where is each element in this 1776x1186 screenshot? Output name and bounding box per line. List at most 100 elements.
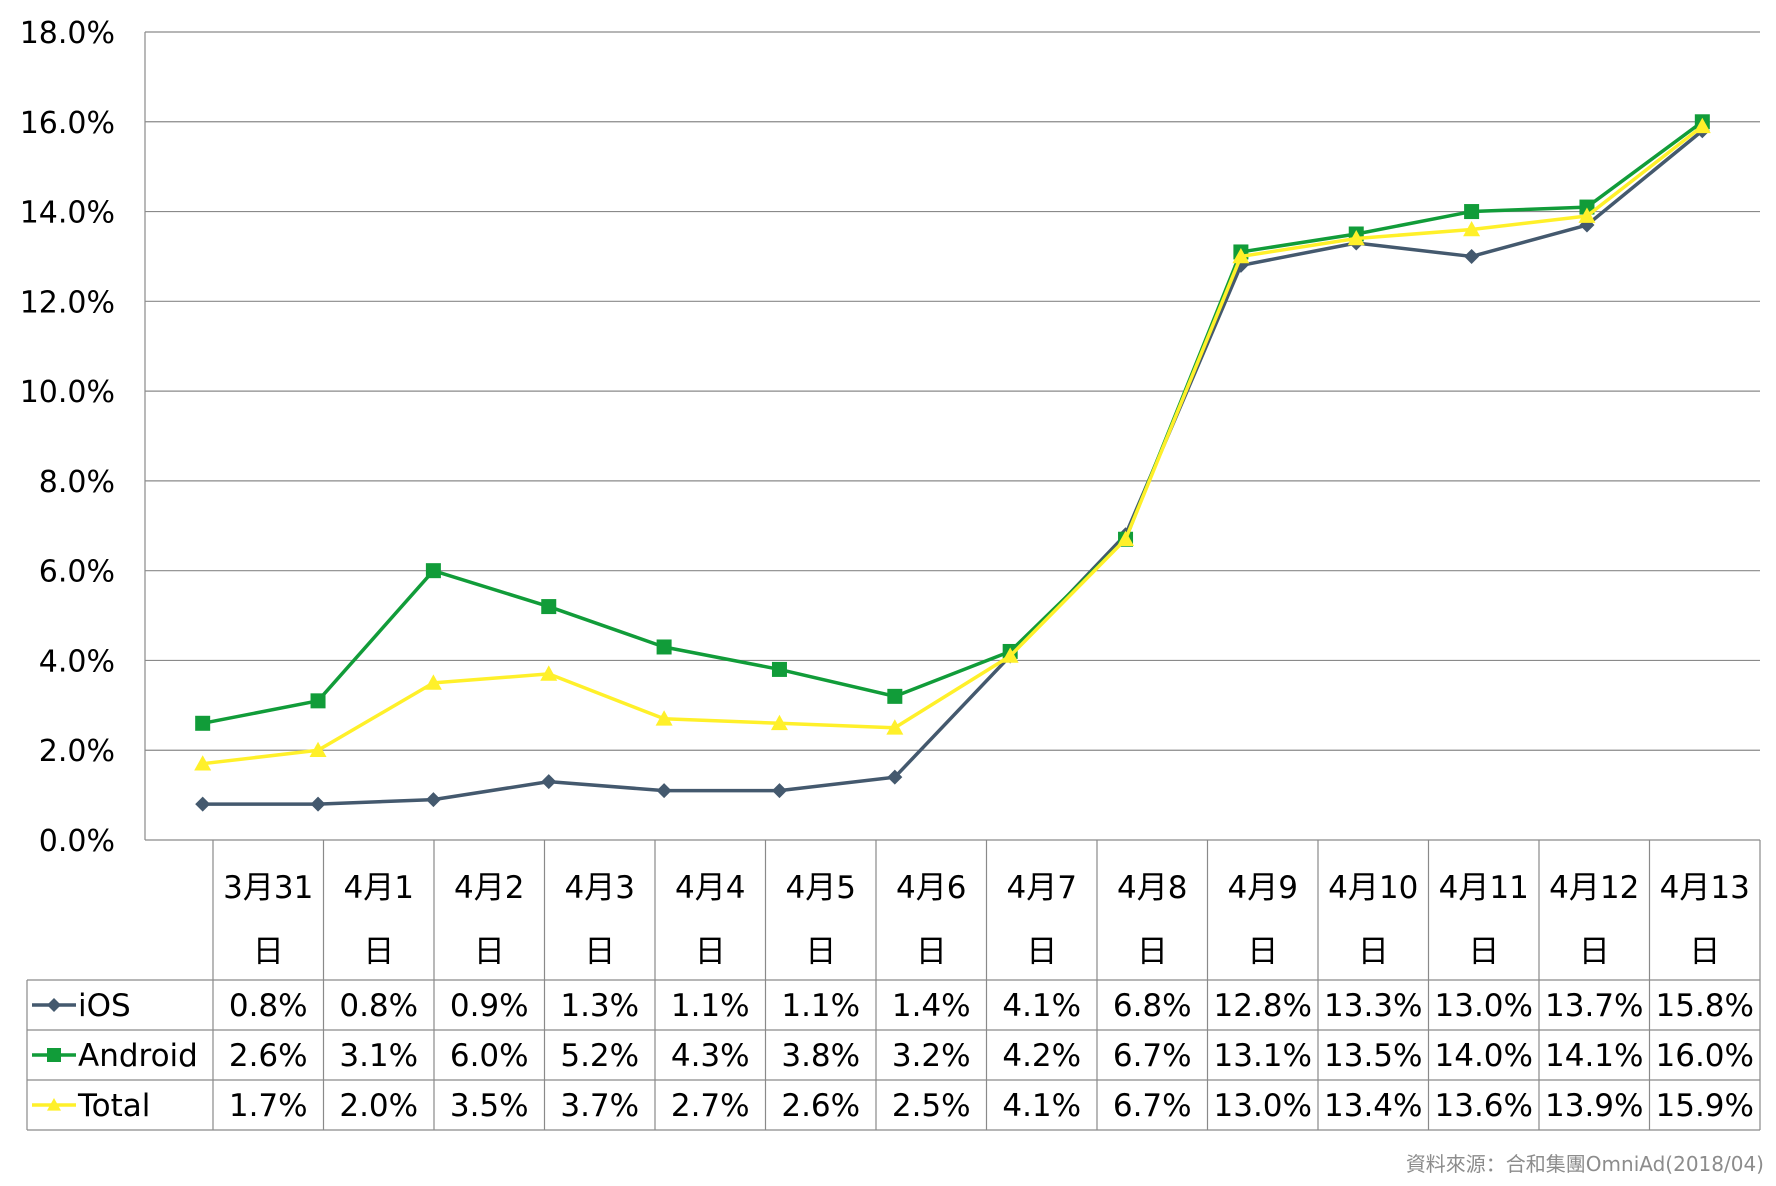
table-value-cell: 3.2% <box>892 1038 971 1074</box>
y-tick-label: 2.0% <box>39 734 115 769</box>
x-category-label: 4月10 <box>1328 870 1418 906</box>
data-table: 3月31 日 4月1 日 4月2 日 4月3 日 4月4 日 4月5 日 4月6 日 4月7 日 4月8 日 4月9… <box>26 840 1761 1131</box>
y-tick-label: 6.0% <box>39 555 115 590</box>
y-tick-label: 18.0% <box>20 16 115 51</box>
table-value-cell: 1.7% <box>229 1088 308 1124</box>
x-category-label: 4月11 <box>1439 870 1529 906</box>
legend-key-marker-android <box>47 1048 61 1062</box>
data-point-total <box>1578 207 1596 223</box>
y-tick-label: 14.0% <box>20 196 115 231</box>
table-value-cell: 1.1% <box>671 988 750 1024</box>
series-line-android <box>202 120 1704 726</box>
table-value-cell: 1.3% <box>560 988 639 1024</box>
y-tick-label: 8.0% <box>39 465 115 500</box>
x-category-label: 3月31 <box>223 870 313 906</box>
series-lines <box>194 114 1711 812</box>
data-point-ios <box>656 783 672 799</box>
data-point-android <box>1464 204 1480 220</box>
data-point-android <box>887 688 903 704</box>
x-category-label: 日 <box>1689 934 1720 970</box>
x-category-label: 4月2 <box>454 870 524 906</box>
data-point-android <box>310 693 326 709</box>
x-category-label: 日 <box>1468 934 1499 970</box>
table-value-cell: 16.0% <box>1656 1038 1754 1074</box>
y-tick-label: 12.0% <box>20 285 115 320</box>
x-category-label: 4月5 <box>786 870 856 906</box>
data-point-total <box>886 719 904 735</box>
table-value-cell: 0.8% <box>229 988 308 1024</box>
table-value-cell: 15.8% <box>1656 988 1754 1024</box>
table-value-cell: 13.9% <box>1545 1088 1643 1124</box>
table-value-cell: 6.7% <box>1113 1038 1192 1074</box>
x-category-label: 4月7 <box>1007 870 1077 906</box>
table-value-cell: 12.8% <box>1214 988 1312 1024</box>
data-point-android <box>656 639 672 655</box>
data-point-total <box>194 755 212 771</box>
table-value-cell: 2.6% <box>229 1038 308 1074</box>
x-category-label: 日 <box>1358 934 1389 970</box>
table-value-cell: 13.0% <box>1435 988 1533 1024</box>
data-point-total <box>1117 530 1135 547</box>
x-category-label: 日 <box>584 934 615 970</box>
data-point-android <box>425 563 441 579</box>
legend-series-name: Android <box>78 1038 198 1074</box>
data-point-total <box>655 710 673 726</box>
table-value-cell: 14.0% <box>1435 1038 1533 1074</box>
x-category-label: 日 <box>474 934 505 970</box>
data-point-ios <box>425 792 441 808</box>
table-value-cell: 13.6% <box>1435 1088 1533 1124</box>
x-category-label: 4月1 <box>344 870 414 906</box>
x-category-label: 日 <box>1026 934 1057 970</box>
table-value-cell: 3.8% <box>781 1038 860 1074</box>
table-value-cell: 5.2% <box>560 1038 639 1074</box>
x-category-label: 日 <box>695 934 726 970</box>
data-point-android <box>195 715 211 731</box>
table-value-cell: 13.5% <box>1324 1038 1422 1074</box>
data-point-total <box>309 741 327 758</box>
table-value-cell: 15.9% <box>1656 1088 1754 1124</box>
table-value-cell: 4.2% <box>1002 1038 1081 1074</box>
data-point-total <box>1693 117 1711 134</box>
table-value-cell: 13.3% <box>1324 988 1422 1024</box>
data-point-ios <box>771 783 787 799</box>
y-tick-label: 16.0% <box>20 106 115 141</box>
x-category-label: 4月6 <box>896 870 966 906</box>
table-value-cell: 3.5% <box>450 1088 529 1124</box>
table-value-cell: 4.1% <box>1002 988 1081 1024</box>
table-value-cell: 3.1% <box>339 1038 418 1074</box>
table-value-cell: 2.7% <box>671 1088 750 1124</box>
data-point-android <box>541 599 557 615</box>
data-point-ios <box>541 774 557 790</box>
table-value-cell: 13.4% <box>1324 1088 1422 1124</box>
table-value-cell: 13.1% <box>1214 1038 1312 1074</box>
table-value-cell: 6.7% <box>1113 1088 1192 1124</box>
data-point-ios <box>195 796 211 812</box>
legend-series-name: iOS <box>78 988 131 1024</box>
table-value-cell: 6.8% <box>1113 988 1192 1024</box>
table-value-cell: 1.4% <box>892 988 971 1024</box>
y-axis-tick-labels: 0.0% 2.0% 4.0% 6.0% 8.0% 10.0% 12.0% 14.0% 16.0%… <box>20 16 115 859</box>
table-value-cell: 3.7% <box>560 1088 639 1124</box>
gridlines <box>144 31 1760 841</box>
x-category-label: 4月9 <box>1228 870 1298 906</box>
table-value-cell: 0.8% <box>339 988 418 1024</box>
table-value-cell: 2.6% <box>781 1088 860 1124</box>
data-point-total <box>424 674 442 690</box>
table-value-cell: 4.1% <box>1002 1088 1081 1124</box>
table-value-cell: 2.5% <box>892 1088 971 1124</box>
data-point-total <box>770 714 788 731</box>
data-point-total <box>1463 221 1481 237</box>
legend-key-marker-ios <box>47 998 61 1012</box>
data-point-ios <box>310 796 326 812</box>
x-category-label: 4月12 <box>1549 870 1639 906</box>
table-value-cell: 1.1% <box>781 988 860 1024</box>
x-category-label: 日 <box>253 934 284 970</box>
x-category-label: 日 <box>1137 934 1168 970</box>
data-point-total <box>540 665 558 681</box>
data-point-ios <box>1464 248 1480 264</box>
data-point-total <box>1001 647 1019 663</box>
table-value-cell: 2.0% <box>339 1088 418 1124</box>
table-value-cell: 13.0% <box>1214 1088 1312 1124</box>
data-point-android <box>1579 199 1595 215</box>
